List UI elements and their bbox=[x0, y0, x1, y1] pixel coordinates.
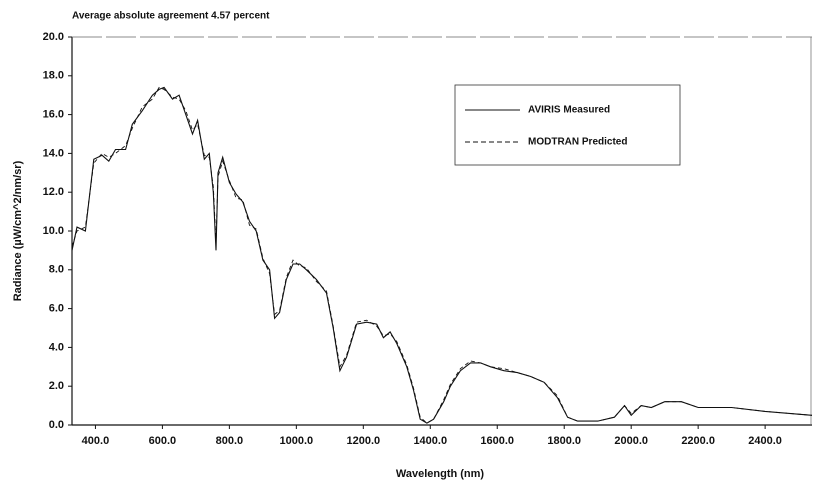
y-tick-label: 2.0 bbox=[49, 380, 64, 392]
x-tick-label: 1000.0 bbox=[280, 435, 314, 447]
y-tick-label: 16.0 bbox=[43, 109, 64, 121]
y-tick-label: 0.0 bbox=[49, 419, 64, 431]
x-tick-label: 400.0 bbox=[82, 435, 110, 447]
x-tick-label: 2000.0 bbox=[614, 435, 648, 447]
x-tick-label: 1400.0 bbox=[413, 435, 447, 447]
x-tick-label: 1200.0 bbox=[346, 435, 380, 447]
x-tick-label: 800.0 bbox=[216, 435, 244, 447]
x-axis-label: Wavelength (nm) bbox=[396, 468, 485, 480]
y-tick-label: 14.0 bbox=[43, 147, 64, 159]
x-tick-label: 2200.0 bbox=[681, 435, 715, 447]
legend-box bbox=[454, 84, 681, 166]
x-tick-label: 1800.0 bbox=[547, 435, 581, 447]
y-tick-label: 6.0 bbox=[49, 303, 64, 315]
y-tick-label: 10.0 bbox=[43, 225, 64, 237]
x-tick-label: 2400.0 bbox=[748, 435, 782, 447]
chart-title: Average absolute agreement 4.57 percent bbox=[72, 11, 270, 22]
series-line bbox=[71, 86, 813, 424]
y-tick-label: 4.0 bbox=[49, 341, 64, 353]
y-tick-label: 12.0 bbox=[43, 186, 64, 198]
x-tick-label: 600.0 bbox=[149, 435, 177, 447]
x-tick-label: 1600.0 bbox=[480, 435, 514, 447]
y-tick-label: 8.0 bbox=[49, 264, 64, 276]
legend-label: AVIRIS Measured bbox=[528, 105, 610, 116]
series-line bbox=[71, 86, 813, 424]
y-axis-label: Radiance (µW/cm^2/nm/sr) bbox=[12, 160, 24, 301]
y-tick-label: 20.0 bbox=[43, 31, 64, 43]
legend-label: MODTRAN Predicted bbox=[528, 137, 627, 148]
y-tick-label: 18.0 bbox=[43, 70, 64, 82]
